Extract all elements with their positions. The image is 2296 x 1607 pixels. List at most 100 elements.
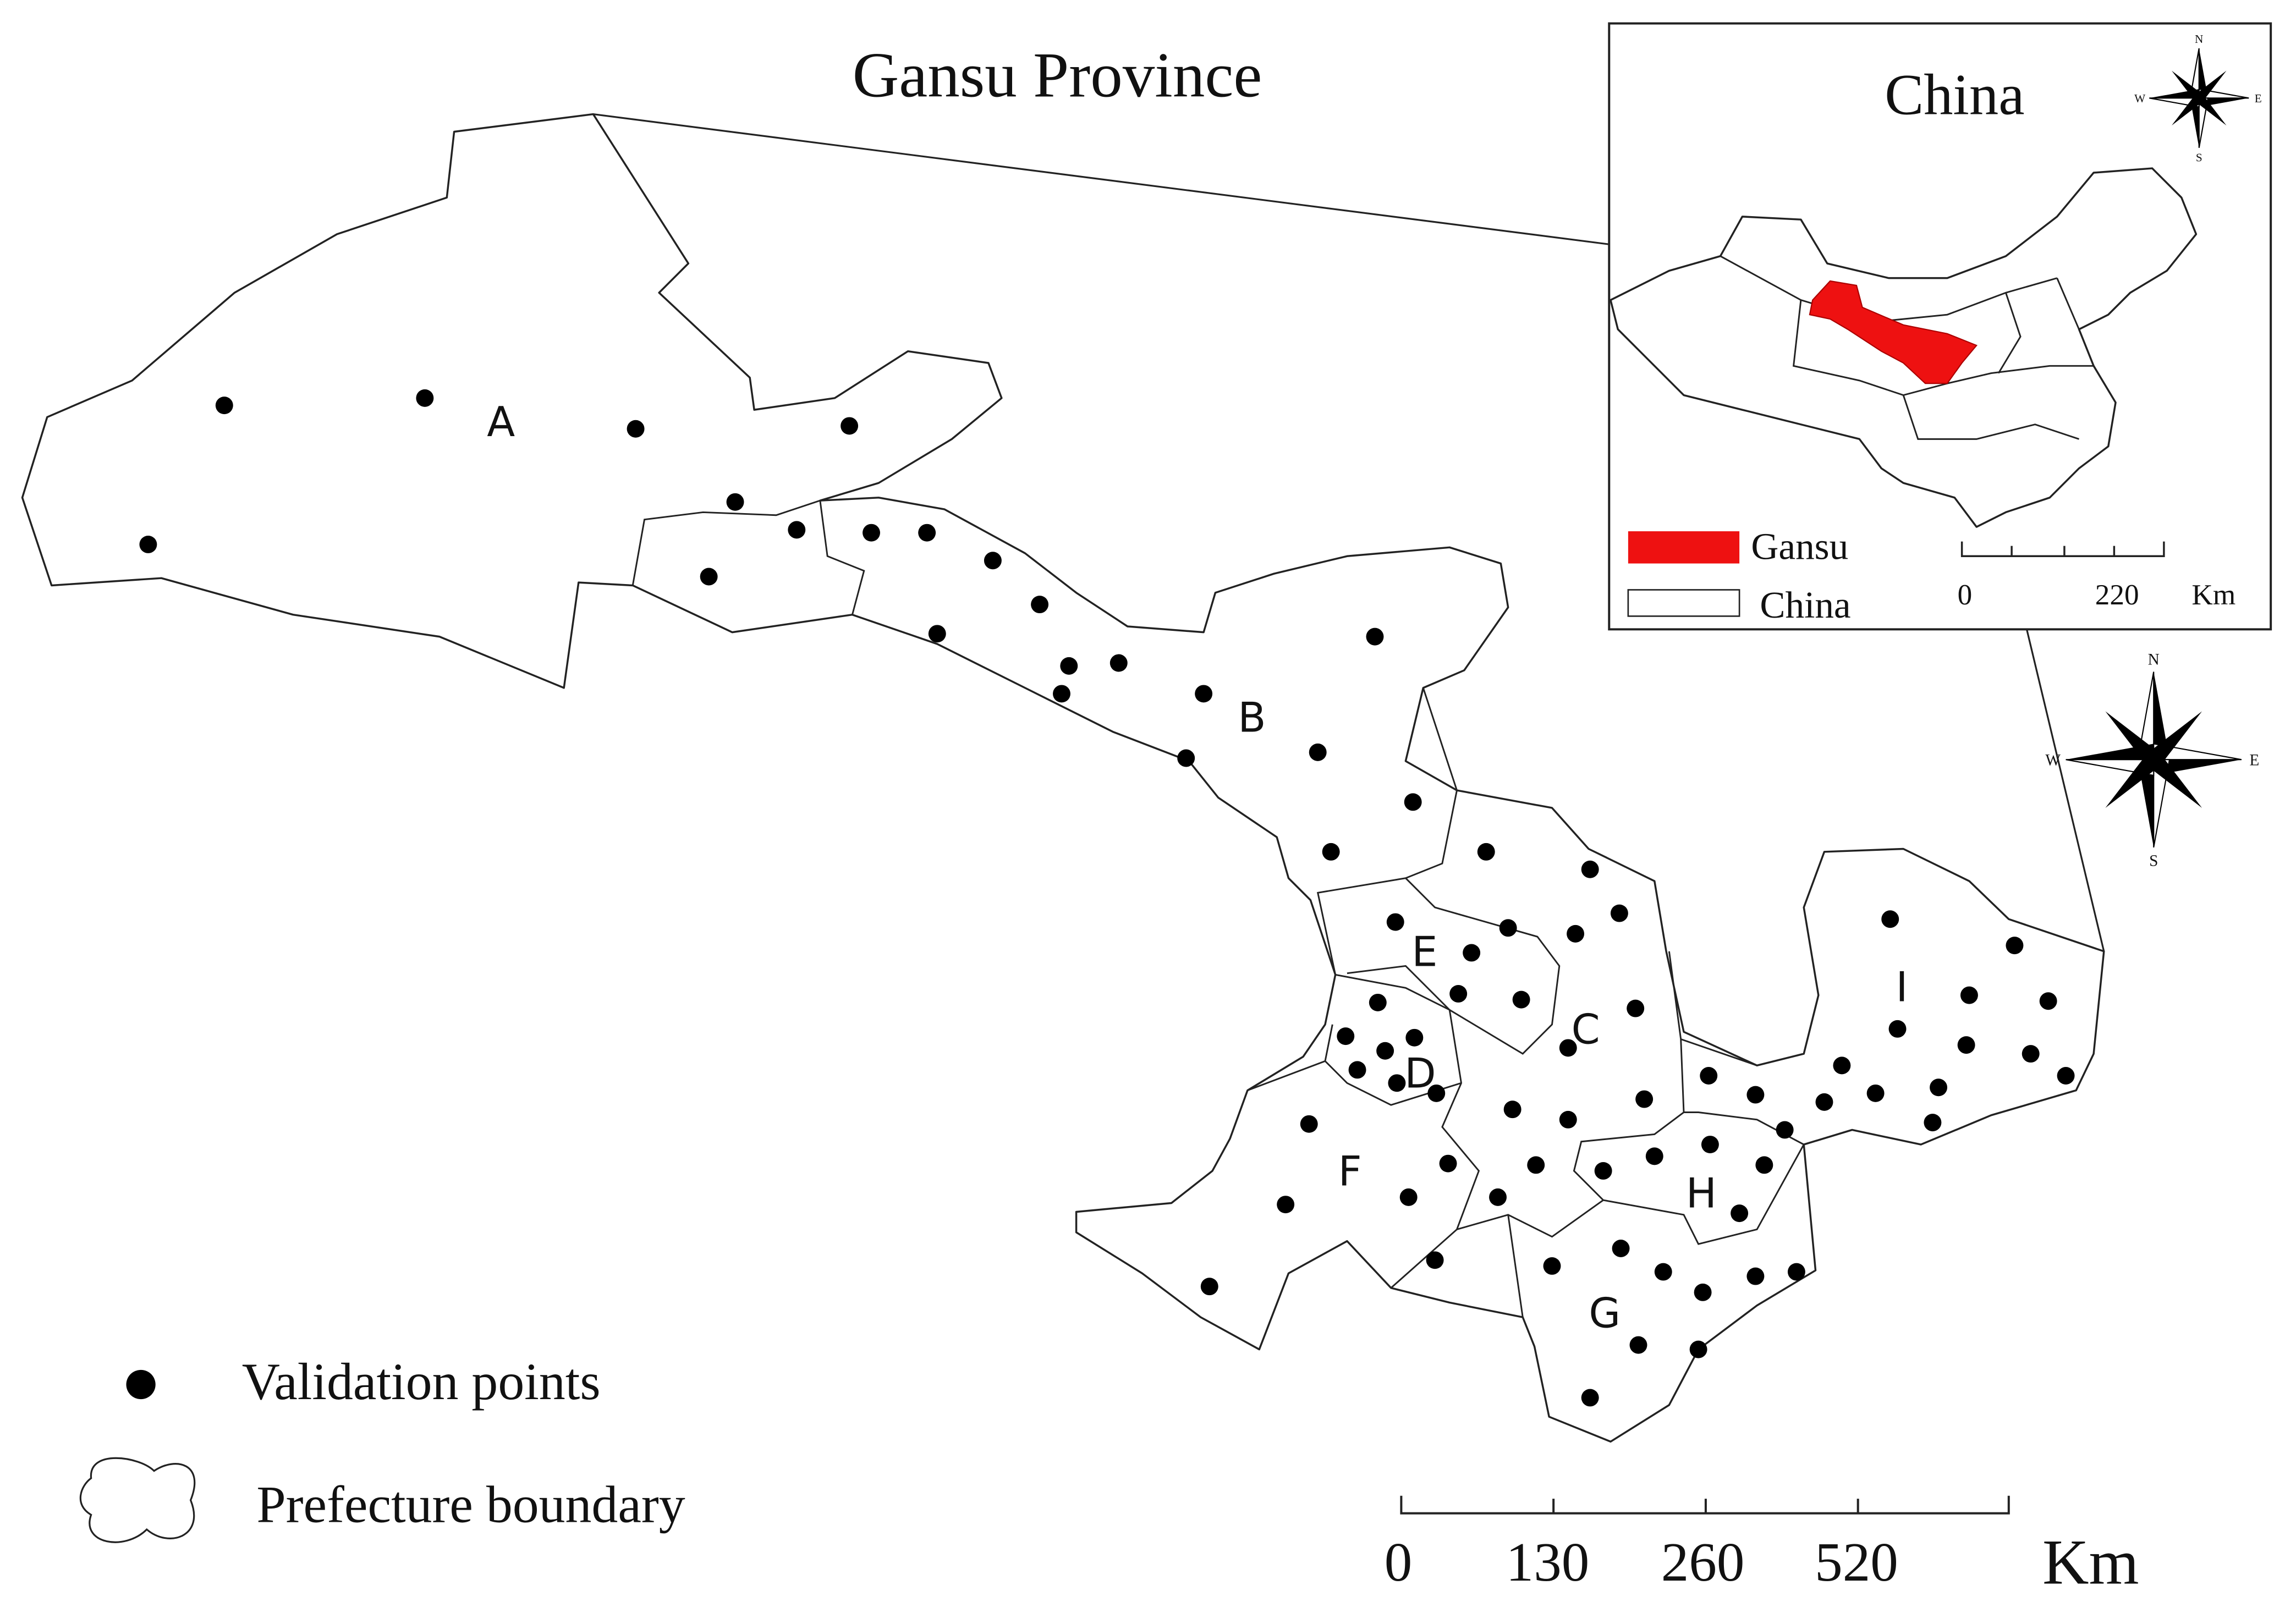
scale-label: 260 — [1661, 1531, 1745, 1593]
validation-point — [928, 625, 946, 643]
compass-arm — [2154, 672, 2169, 760]
validation-point — [1701, 1136, 1719, 1154]
compass-letter: N — [2148, 651, 2160, 668]
validation-point — [1645, 1147, 1663, 1165]
validation-point — [1277, 1196, 1295, 1214]
validation-point — [1512, 990, 1530, 1009]
validation-point — [1477, 843, 1495, 861]
validation-point — [1405, 1028, 1424, 1047]
validation-point — [1776, 1121, 1794, 1139]
validation-point — [1581, 1389, 1599, 1407]
validation-point — [1376, 1042, 1394, 1060]
inset-legend-china: China — [1760, 584, 1850, 626]
compass-letter: W — [2134, 92, 2146, 105]
validation-point — [1930, 1078, 1948, 1097]
validation-point — [1300, 1115, 1318, 1133]
compass-arm — [2195, 94, 2227, 126]
validation-point — [1369, 993, 1387, 1011]
validation-point — [1755, 1156, 1773, 1174]
validation-point — [918, 524, 936, 542]
validation-point — [1581, 860, 1599, 878]
validation-point — [1427, 1084, 1446, 1102]
compass-arm — [2199, 48, 2209, 98]
compass-letter: N — [2195, 32, 2203, 46]
validation-point — [1399, 1188, 1418, 1206]
legend-point-symbol — [126, 1369, 156, 1400]
legend-boundary-symbol — [79, 1457, 196, 1543]
region-label: I — [1896, 963, 1908, 1011]
validation-point — [1463, 944, 1481, 962]
validation-point — [1322, 843, 1340, 861]
compass-arm — [2195, 70, 2227, 102]
validation-point — [1881, 910, 1899, 928]
scale-unit: Km — [2042, 1527, 2139, 1598]
validation-point — [1309, 743, 1327, 761]
validation-point — [1612, 1240, 1630, 1257]
validation-point — [1957, 1036, 1975, 1054]
compass-arm — [2190, 98, 2199, 148]
region-label: E — [1411, 928, 1437, 976]
scale-label: 130 — [1506, 1531, 1590, 1593]
validation-point — [1449, 984, 1468, 1003]
validation-point — [1109, 654, 1128, 672]
validation-point — [788, 521, 806, 539]
validation-point — [2022, 1045, 2040, 1063]
compass-letter: S — [2149, 852, 2158, 870]
validation-point — [1924, 1114, 1942, 1132]
validation-point — [1503, 1100, 1521, 1119]
validation-point — [1689, 1340, 1707, 1358]
china-provinces — [1720, 255, 2094, 440]
compass-arm — [2147, 711, 2202, 766]
compass-arm — [2105, 711, 2160, 766]
map-title: Gansu Province — [853, 40, 1262, 111]
validation-point — [1635, 1090, 1654, 1108]
compass-arm — [2066, 744, 2154, 760]
region-label: A — [487, 398, 515, 446]
validation-point — [1694, 1283, 1712, 1301]
legend-swatch-china — [1627, 589, 1740, 617]
validation-point — [1348, 1061, 1366, 1079]
validation-point — [1195, 685, 1213, 703]
validation-point — [1366, 628, 1384, 646]
validation-point — [1559, 1039, 1577, 1057]
validation-point — [1559, 1110, 1577, 1129]
validation-point — [1388, 1074, 1406, 1092]
validation-point — [1200, 1278, 1218, 1296]
region-label: H — [1686, 1169, 1717, 1217]
validation-point — [726, 493, 744, 511]
validation-point — [1700, 1067, 1718, 1085]
compass-arm — [2171, 94, 2203, 126]
validation-point — [1543, 1257, 1561, 1275]
validation-point — [1053, 685, 1070, 703]
legend-boundary: Prefecture boundary — [256, 1476, 685, 1534]
validation-point — [1386, 913, 1404, 931]
region-label: F — [1338, 1148, 1362, 1196]
validation-point — [627, 420, 645, 438]
validation-point — [416, 389, 434, 407]
compass-arm — [2105, 753, 2160, 808]
validation-point — [1594, 1162, 1612, 1180]
inset-legend-gansu: Gansu — [1751, 525, 1848, 568]
compass-arm — [2138, 760, 2154, 847]
validation-point — [1654, 1263, 1672, 1281]
validation-point — [700, 568, 718, 586]
region-label: G — [1589, 1290, 1621, 1338]
prefecture-boundary — [631, 499, 1805, 1318]
validation-point — [1499, 919, 1517, 937]
validation-point — [2039, 992, 2057, 1010]
validation-point — [1888, 1020, 1907, 1038]
compass-arm — [2171, 70, 2203, 102]
validation-point — [841, 417, 859, 435]
validation-point — [863, 524, 880, 542]
validation-point — [1833, 1056, 1851, 1075]
validation-point — [1787, 1263, 1805, 1281]
compass-letter: S — [2196, 151, 2202, 164]
validation-point — [215, 397, 233, 415]
compass-letter: W — [2045, 751, 2061, 769]
validation-point — [2057, 1067, 2075, 1085]
validation-point — [1746, 1267, 1765, 1285]
validation-point — [1426, 1251, 1444, 1269]
inset-scale-label: 220 — [2095, 579, 2139, 611]
scale-label: 0 — [1385, 1531, 1413, 1593]
